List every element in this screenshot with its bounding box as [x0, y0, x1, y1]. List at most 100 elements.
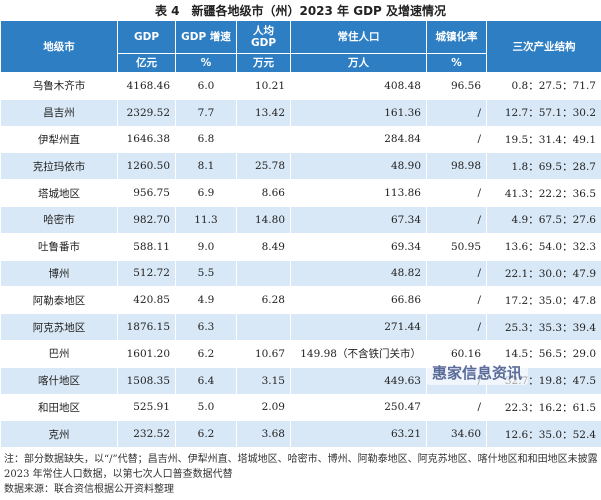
- table-header: 地级市 GDP GDP 增速 人均 GDP 常住人口 城镇化率 三次产业结构 亿元% 万元 万人%: [0, 20, 601, 73]
- table-cell: 4.9: [175, 286, 237, 315]
- table-cell: 284.84: [290, 125, 427, 154]
- table-cell: 8.66: [236, 179, 291, 207]
- table-cell: 449.63: [290, 366, 427, 395]
- table-cell: 588.11: [117, 232, 176, 261]
- table-cell: 149.98（不含铁门关市）: [290, 339, 427, 368]
- header-cell: 常住人口: [290, 20, 427, 54]
- unit-cell: %: [175, 53, 237, 73]
- table-cell: 11.3: [175, 205, 237, 234]
- table-cell: 14.80: [236, 205, 291, 234]
- table-cell: 5.5: [175, 259, 237, 288]
- table-cell: 67.34: [290, 205, 427, 234]
- unit-cell: %: [426, 53, 487, 73]
- table-row: 伊犁州直 1646.38 6.8 284.84/19.5：31.4：49.1: [0, 125, 601, 154]
- table-cell: 12.6：35.0：52.4: [486, 420, 601, 449]
- table-cell: 96.56: [426, 72, 487, 100]
- table-cell: 乌鲁木齐市: [0, 72, 118, 100]
- table-cell: 和田地区: [0, 393, 118, 422]
- table-cell: /: [426, 179, 487, 207]
- table-cell: 25.3：35.3：39.4: [486, 313, 601, 341]
- table-cell: 8.1: [175, 152, 237, 181]
- table-cell: 19.5：31.4：49.1: [486, 125, 601, 154]
- table-cell: /: [426, 205, 487, 234]
- table-cell: 4.9：67.5：27.6: [486, 205, 601, 234]
- table-cell: 6.28: [236, 286, 291, 315]
- table-cell: 113.86: [290, 179, 427, 207]
- table-cell: 50.95: [426, 232, 487, 261]
- table-cell: 8.49: [236, 232, 291, 261]
- table-cell: 10.67: [236, 339, 291, 368]
- unit-cell: 万人: [290, 53, 427, 73]
- table-cell: 17.2：35.0：47.8: [486, 286, 601, 315]
- table-cell: 4168.46: [117, 72, 176, 100]
- table-cell: 10.21: [236, 72, 291, 100]
- notes: 注：部分数据缺失，以“/”代替；昌吉州、伊犁州直、塔城地区、哈密市、博州、阿勒泰…: [4, 452, 598, 497]
- table-cell: [236, 125, 291, 154]
- table-cell: /: [426, 286, 487, 315]
- header-cell: 三次产业结构: [486, 20, 601, 73]
- table-cell: 喀什地区: [0, 366, 118, 395]
- table-cell: 1646.38: [117, 125, 176, 154]
- table-cell: 1.8：69.5：28.7: [486, 152, 601, 181]
- table-cell: 6.4: [175, 366, 237, 395]
- table-row: 吐鲁番市 588.11 9.0 8.49 69.34 50.95 13.6：54.0：32.…: [0, 232, 601, 261]
- table-cell: 41.3：22.2：36.5: [486, 179, 601, 207]
- table-cell: 克州: [0, 420, 118, 449]
- table-cell: 63.21: [290, 420, 427, 449]
- table-cell: 哈密市: [0, 205, 118, 234]
- table-row: 哈密市 982.70 11.3 14.80 67.34/4.9：67.5：27.6: [0, 205, 601, 234]
- note-line: 注：部分数据缺失，以“/”代替；昌吉州、伊犁州直、塔城地区、哈密市、博州、阿勒泰…: [4, 454, 598, 480]
- table-cell: 420.85: [117, 286, 176, 315]
- header-cell: 人均 GDP: [236, 20, 291, 54]
- table-row: 克拉玛依市 1260.50 8.1 25.78 48.90 98.98 1.8：69.5：2…: [0, 152, 601, 181]
- table-body: 乌鲁木齐市 4168.46 6.0 10.21 408.48 96.56 0.8：27.5：…: [0, 72, 601, 449]
- table-cell: 阿克苏地区: [0, 313, 118, 341]
- table-row: 昌吉州 2329.52 7.7 13.42 161.36/12.7：57.1：30.2: [0, 98, 601, 127]
- table-cell: 6.0: [175, 72, 237, 100]
- table-title: 表 4 新疆各地级市（州）2023 年 GDP 及增速情况: [154, 4, 447, 18]
- table-cell: 408.48: [290, 72, 427, 100]
- table-cell: 22.3：16.2：61.5: [486, 393, 601, 422]
- table-cell: 69.34: [290, 232, 427, 261]
- table-cell: 1508.35: [117, 366, 176, 395]
- table-cell: 271.44: [290, 313, 427, 341]
- table-cell: [236, 259, 291, 288]
- table-row: 阿克苏地区 1876.15 6.3 271.44/25.3：35.3：39.4: [0, 313, 601, 341]
- table-cell: 13.42: [236, 98, 291, 127]
- table-row: 阿勒泰地区 420.85 4.9 6.28 66.86/17.2：35.0：47.8: [0, 286, 601, 315]
- note-line: 数据来源：联合资信根据公开资料整理: [4, 484, 174, 495]
- table-cell: 阿勒泰地区: [0, 286, 118, 315]
- table-row: 乌鲁木齐市 4168.46 6.0 10.21 408.48 96.56 0.8：27.5：…: [0, 72, 601, 100]
- table-cell: 1876.15: [117, 313, 176, 341]
- table-cell: 6.9: [175, 179, 237, 207]
- table-cell: 6.3: [175, 313, 237, 341]
- table-cell: 34.60: [426, 420, 487, 449]
- table-cell: /: [426, 259, 487, 288]
- table-row: 和田地区 525.91 5.0 2.09 250.47/22.3：16.2：61.5: [0, 393, 601, 422]
- table-cell: 6.2: [175, 339, 237, 368]
- table-cell: 昌吉州: [0, 98, 118, 127]
- table-cell: 巴州: [0, 339, 118, 368]
- table-cell: 6.2: [175, 420, 237, 449]
- table-cell: 98.98: [426, 152, 487, 181]
- header-cell: 城镇化率: [426, 20, 487, 54]
- table-cell: 250.47: [290, 393, 427, 422]
- table-cell: 吐鲁番市: [0, 232, 118, 261]
- table-cell: 5.0: [175, 393, 237, 422]
- unit-row: 亿元% 万元 万人%: [1, 53, 601, 73]
- table-cell: 161.36: [290, 98, 427, 127]
- table-cell: 25.78: [236, 152, 291, 181]
- table-cell: 48.82: [290, 259, 427, 288]
- table-row: 博州 512.72 5.5 48.82/22.1：30.0：47.9: [0, 259, 601, 288]
- header-row: 地级市 GDP GDP 增速 人均 GDP 常住人口 城镇化率 三次产业结构: [0, 20, 601, 73]
- header-cell: GDP 增速: [175, 20, 237, 54]
- table-cell: /: [426, 393, 487, 422]
- data-table: 地级市 GDP GDP 增速 人均 GDP 常住人口 城镇化率 三次产业结构 亿元% 万元 万人%…: [0, 20, 601, 449]
- table-cell: 48.90: [290, 152, 427, 181]
- header-cell: GDP: [117, 20, 176, 54]
- table-cell: 伊犁州直: [0, 125, 118, 154]
- unit-cell: 万元: [236, 53, 291, 73]
- table-cell: 6.8: [175, 125, 237, 154]
- header-cell: 地级市: [0, 20, 118, 73]
